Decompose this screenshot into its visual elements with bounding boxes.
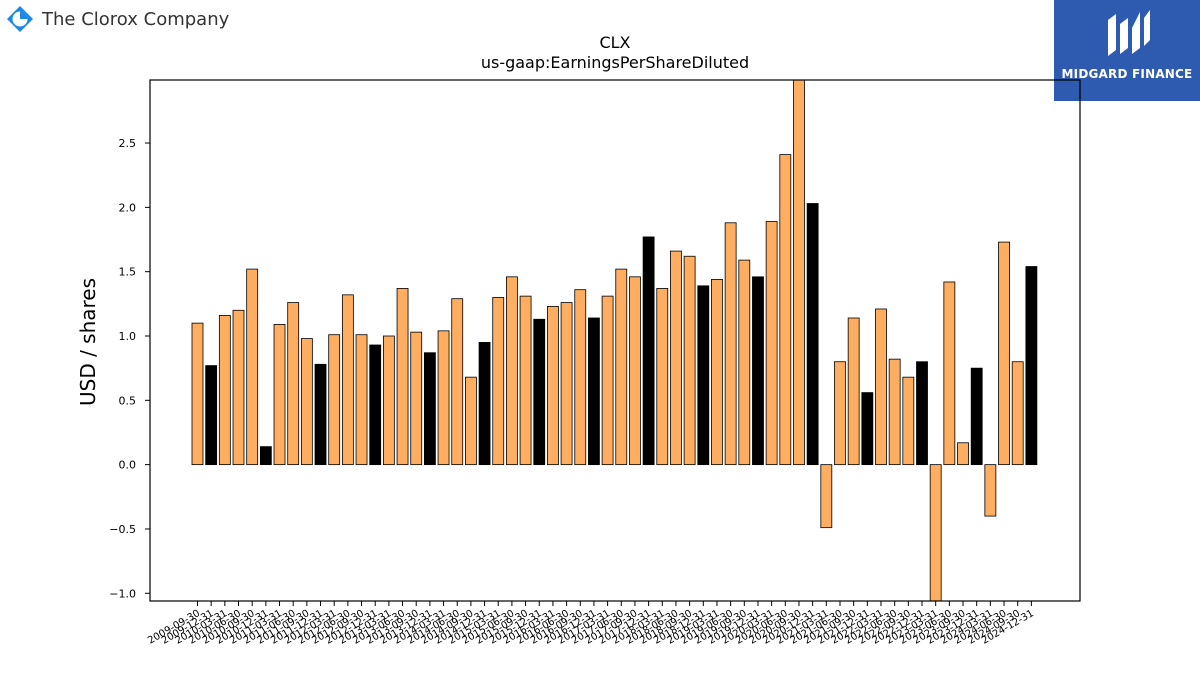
y-tick-label: 1.5 (119, 266, 137, 279)
bar-2015-03-31 (492, 296, 505, 466)
bar-2018-06-30 (670, 250, 682, 466)
brand-name: MIDGARD FINANCE (1061, 67, 1193, 81)
bar-2017-09-30 (629, 276, 641, 466)
y-axis: −1.0 −0.5 0.0 0.5 1.0 1.5 2.0 2.5 (109, 137, 150, 600)
bar-2021-12-31 (861, 392, 874, 466)
bar-2011-09-30 (300, 338, 313, 466)
midgard-logo-icon (1108, 10, 1150, 56)
bar-2016-09-30 (574, 289, 587, 466)
y-axis-label: USD / shares (76, 278, 100, 406)
y-tick-label: 0.5 (119, 394, 137, 407)
bar-2010-03-31 (218, 315, 231, 466)
bar-2023-06-30 (943, 281, 956, 466)
brand-logo: MIDGARD FINANCE (1054, 0, 1200, 101)
bar-2023-09-30 (957, 442, 969, 466)
bar-2010-06-30 (232, 309, 245, 466)
bar-2009-12-31 (205, 365, 218, 466)
bar-2021-09-30 (847, 317, 860, 466)
plot-frame (149, 79, 1081, 602)
bar-2013-06-30 (396, 287, 409, 466)
bar-2021-03-31 (820, 464, 833, 529)
bar-2022-09-30 (902, 376, 915, 466)
bar-2012-12-31 (369, 344, 382, 466)
bars-group (191, 79, 1038, 602)
bar-2014-12-31 (478, 342, 491, 466)
bar-2011-06-30 (287, 302, 300, 466)
bar-2017-12-31 (642, 236, 655, 466)
x-axis: 2009-09-302009-12-312010-03-312010-06-30… (146, 601, 1036, 647)
bar-2015-12-31 (533, 318, 546, 466)
bar-2016-03-31 (547, 306, 559, 466)
bar-2016-06-30 (560, 302, 573, 466)
bar-2022-03-31 (875, 308, 887, 466)
bar-2022-06-30 (888, 358, 901, 466)
bar-2017-06-30 (615, 268, 628, 466)
bar-2014-06-30 (451, 298, 464, 466)
bar-2010-09-30 (246, 268, 259, 466)
bar-2024-12-31 (1025, 266, 1038, 466)
y-tick-label: 1.0 (119, 330, 137, 343)
bar-2013-09-30 (410, 331, 423, 466)
bar-2016-12-31 (588, 317, 600, 466)
bar-2015-06-30 (506, 276, 518, 466)
bar-2012-06-30 (341, 294, 354, 466)
bar-2024-09-30 (1011, 361, 1024, 466)
bar-2022-12-31 (916, 361, 928, 466)
bar-2020-06-30 (779, 154, 792, 466)
company-header: The Clorox Company (6, 5, 229, 33)
bar-2019-12-31 (752, 276, 764, 466)
y-tick-label: −1.0 (109, 587, 136, 600)
bar-2012-09-30 (355, 334, 368, 466)
bar-2018-09-30 (683, 255, 696, 466)
bar-2023-03-31 (929, 464, 942, 602)
bar-2018-12-31 (697, 285, 710, 466)
bar-2020-12-31 (806, 203, 819, 466)
bar-2018-03-31 (656, 287, 669, 466)
bar-2011-03-31 (273, 324, 286, 466)
bar-2009-09-30 (191, 322, 204, 466)
bar-2023-12-31 (970, 367, 983, 466)
bar-2017-03-31 (601, 295, 614, 466)
bar-2014-09-30 (464, 376, 477, 466)
clorox-logo-icon (7, 6, 33, 32)
bar-2024-06-30 (998, 241, 1010, 466)
bar-2019-09-30 (738, 259, 751, 466)
bar-2012-03-31 (328, 334, 341, 466)
bar-2013-12-31 (423, 352, 436, 466)
y-tick-label: 2.5 (119, 137, 137, 150)
y-tick-label: 2.0 (119, 201, 137, 214)
bar-2015-09-30 (519, 295, 532, 466)
bar-2019-06-30 (724, 222, 737, 466)
bar-2024-03-31 (984, 464, 997, 517)
bar-2011-12-31 (314, 363, 327, 466)
bar-2020-09-30 (793, 79, 805, 466)
bar-2010-12-31 (259, 446, 272, 466)
y-tick-label: 0.0 (119, 459, 137, 472)
bar-2013-03-31 (382, 335, 395, 466)
chart-title: CLX (599, 33, 630, 52)
chart-subtitle: us-gaap:EarningsPerShareDiluted (481, 53, 749, 72)
bar-2021-06-30 (834, 361, 846, 466)
bar-2019-03-31 (711, 278, 723, 466)
company-name: The Clorox Company (42, 8, 230, 30)
bar-2020-03-31 (765, 221, 778, 466)
bar-2014-03-31 (437, 330, 450, 466)
y-tick-label: −0.5 (109, 523, 136, 536)
